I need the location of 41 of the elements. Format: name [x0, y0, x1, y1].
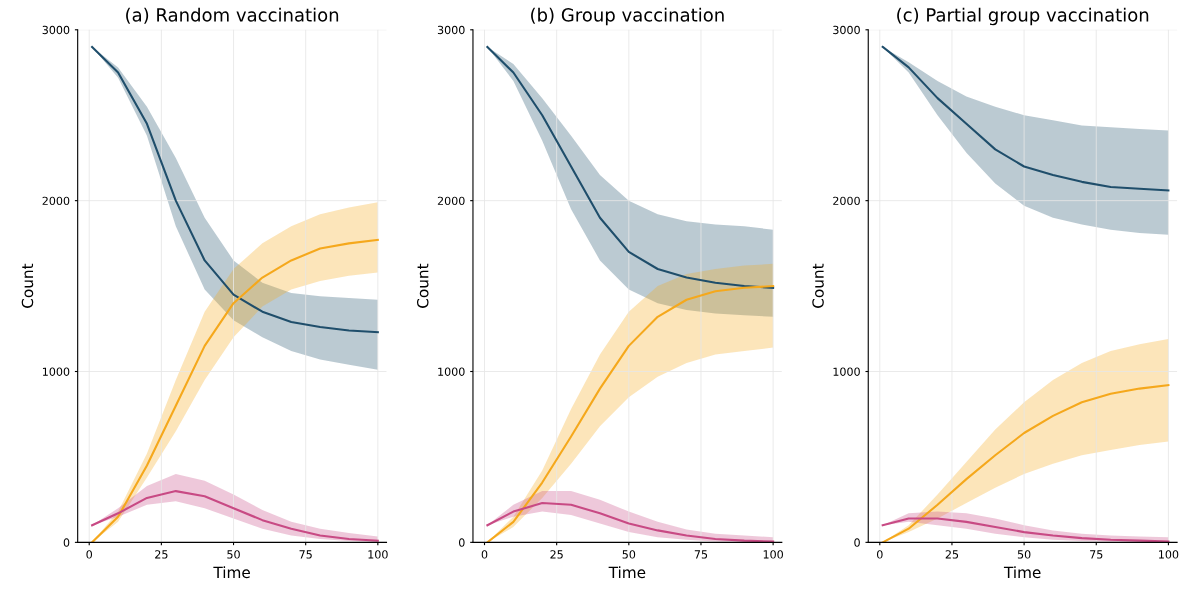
y-tick-label: 1000: [438, 367, 465, 376]
y-tick-label: 0: [458, 538, 465, 547]
y-axis-title: Count: [21, 263, 34, 308]
y-tick-label: 0: [63, 538, 70, 547]
y-tick-label: 1000: [833, 367, 860, 376]
y-tick-label: 1000: [42, 367, 70, 376]
y-tick-label: 2000: [437, 196, 465, 206]
x-tick-label: 100: [763, 550, 783, 559]
y-tick-label: 2000: [42, 196, 70, 206]
x-tick-label: 100: [368, 550, 388, 559]
x-axis-title: Time: [213, 566, 250, 579]
y-tick-label: 2000: [833, 196, 860, 206]
line-series: [486, 502, 775, 543]
y-tick-label: 0: [854, 538, 860, 547]
x-tick-label: 75: [1090, 550, 1103, 559]
x-axis-title: Time: [608, 566, 646, 579]
x-tick-label: 50: [1017, 550, 1031, 559]
x-tick-label: 25: [945, 550, 959, 559]
line-series: [881, 517, 1170, 543]
x-tick-label: 25: [155, 550, 168, 559]
x-tick-label: 50: [622, 550, 636, 559]
y-tick-label: 3000: [437, 25, 465, 35]
chart-title: (c) Partial group vaccination: [897, 7, 1149, 26]
x-tick-label: 50: [227, 550, 240, 559]
x-tick-label: 25: [550, 550, 563, 559]
chart-title: (a) Random vaccination: [126, 7, 339, 24]
chart-title: (b) Group vaccination: [531, 7, 724, 26]
x-tick-label: 0: [86, 550, 93, 559]
x-tick-label: 75: [299, 550, 312, 559]
line-series: [881, 384, 1170, 543]
y-tick-label: 3000: [42, 25, 70, 35]
x-axis-title: Time: [1003, 566, 1041, 579]
line-series: [91, 490, 379, 542]
line-series: [881, 45, 1170, 192]
y-tick-label: 3000: [833, 25, 860, 35]
x-tick-label: 0: [481, 550, 488, 559]
x-tick-label: 100: [1159, 550, 1179, 559]
x-tick-label: 0: [877, 550, 883, 559]
y-axis-title: Count: [416, 263, 429, 308]
x-tick-label: 75: [694, 550, 708, 559]
y-axis-title: Count: [812, 263, 824, 308]
